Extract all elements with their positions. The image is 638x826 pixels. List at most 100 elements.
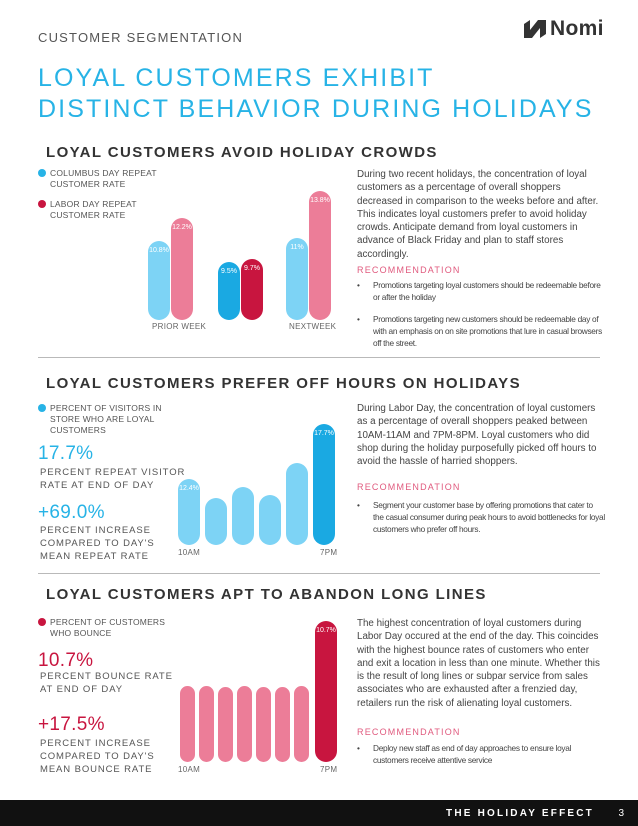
section-kicker: CUSTOMER SEGMENTATION <box>38 30 244 45</box>
page-headline: LOYAL CUSTOMERS EXHIBIT DISTINCT BEHAVIO… <box>38 63 593 125</box>
legend-label: PERCENT OF VISITORS IN <box>50 403 162 413</box>
chart-bar <box>218 687 233 762</box>
chart-bar <box>313 424 335 545</box>
section-1-bullet-2: • Promotions targeting new customers sho… <box>357 313 605 349</box>
legend-label: COLUMBUS DAY REPEAT <box>50 168 157 178</box>
stat-bounce-rate: 10.7% <box>38 650 94 671</box>
bar-value-label: 9.7% <box>244 264 260 272</box>
stat-label-line: PERCENT BOUNCE RATE <box>40 671 173 682</box>
bullet-marker: • <box>357 500 360 510</box>
headline-line-2: DISTINCT BEHAVIOR DURING HOLIDAYS <box>38 95 594 123</box>
stat-label-line: COMPARED TO DAY'S <box>40 751 155 762</box>
chart-bar <box>178 479 200 545</box>
stat-bounce-increase-label: PERCENT INCREASE COMPARED TO DAY'S MEAN … <box>40 737 155 776</box>
bar-value-label: 9.5% <box>221 268 237 276</box>
chart-bar <box>294 685 309 762</box>
section-3-bullet-1: • Deploy new staff as end of day approac… <box>357 742 605 766</box>
stat-label-line: COMPARED TO DAY'S <box>40 538 155 549</box>
section-1-recommendation-label: RECOMMENDATION <box>357 265 461 275</box>
legend-label: CUSTOMER RATE <box>50 210 126 220</box>
axis-label-prior-week: PRIOR WEEK <box>152 322 207 331</box>
section-2-body: During Labor Day, the concentration of l… <box>357 403 597 468</box>
bar-value-label: 10.7% <box>316 626 336 634</box>
axis-label-10am: 10AM <box>178 548 201 557</box>
chart-bar <box>286 462 308 545</box>
stat-label-line: MEAN REPEAT RATE <box>40 551 149 562</box>
chart-off-hours: 12.4% 17.7% <box>170 405 350 545</box>
chart-bar <box>256 687 271 762</box>
stat-bounce-rate-label: PERCENT BOUNCE RATE AT END OF DAY <box>40 670 173 696</box>
section-2-recommendation-label: RECOMMENDATION <box>357 482 461 492</box>
stat-label-line: MEAN BOUNCE RATE <box>40 764 153 775</box>
section-2-title: LOYAL CUSTOMERS PREFER OFF HOURS ON HOLI… <box>46 375 521 392</box>
bullet-text: Segment your customer base by offering p… <box>373 500 605 534</box>
legend-label: CUSTOMER RATE <box>50 179 126 189</box>
chart-bar <box>180 685 195 762</box>
legend-dot-blue <box>38 404 46 412</box>
chart-bar <box>275 687 290 762</box>
legend-label: STORE WHO ARE LOYAL CUSTOMERS <box>50 414 155 435</box>
stat-repeat-increase: +69.0% <box>38 502 105 523</box>
chart-bar <box>259 494 281 545</box>
stat-repeat-rate-label: PERCENT REPEAT VISITOR RATE AT END OF DA… <box>40 466 185 492</box>
chart-bar <box>148 240 170 320</box>
section-2-bullet-1: • Segment your customer base by offering… <box>357 499 605 535</box>
bullet-marker: • <box>357 314 360 324</box>
legend-dot-red <box>38 200 46 208</box>
chart-bounce: 10.7% <box>170 620 350 762</box>
chart-bar <box>171 217 193 320</box>
stat-label-line: PERCENT INCREASE <box>40 738 151 749</box>
stat-repeat-increase-label: PERCENT INCREASE COMPARED TO DAY'S MEAN … <box>40 524 155 563</box>
axis-label-next-week: NEXTWEEK <box>289 322 337 331</box>
chart-bar <box>232 487 254 545</box>
section-1-bullet-1: • Promotions targeting loyal customers s… <box>357 279 605 303</box>
stat-label-line: PERCENT REPEAT VISITOR <box>40 467 186 478</box>
chart-bar <box>286 237 308 320</box>
section-1-body: During two recent holidays, the concentr… <box>357 169 599 260</box>
legend-label: WHO BOUNCE <box>50 628 112 638</box>
bar-value-label: 12.4% <box>179 485 199 493</box>
chart-bar <box>218 262 240 320</box>
legend-dot-red <box>38 618 46 626</box>
bar-value-label: 10.8% <box>149 246 169 254</box>
footer-bar: THE HOLIDAY EFFECT 3 <box>0 800 638 826</box>
chart-bar <box>199 685 214 762</box>
chart-bar <box>315 620 337 762</box>
bullet-marker: • <box>357 743 360 753</box>
logo-text: Nomi <box>550 17 604 40</box>
page-number: 3 <box>618 808 624 819</box>
axis-label-10am: 10AM <box>178 765 201 774</box>
legend-label: PERCENT OF CUSTOMERS <box>50 617 166 627</box>
legend-dot-blue <box>38 169 46 177</box>
footer-title: THE HOLIDAY EFFECT <box>446 808 594 819</box>
axis-label-7pm: 7PM <box>320 548 338 557</box>
chart-bar <box>241 258 263 320</box>
legend-label: LABOR DAY REPEAT <box>50 199 137 209</box>
stat-repeat-rate: 17.7% <box>38 443 94 464</box>
section-divider <box>38 573 600 574</box>
bullet-text: Deploy new staff as end of day approache… <box>373 743 572 765</box>
section-divider <box>38 357 600 358</box>
section-1-title: LOYAL CUSTOMERS AVOID HOLIDAY CROWDS <box>46 144 438 161</box>
section-3-recommendation-label: RECOMMENDATION <box>357 727 461 737</box>
nomi-logo-icon <box>524 20 546 38</box>
stat-label-line: AT END OF DAY <box>40 684 123 695</box>
stat-label-line: RATE AT END OF DAY <box>40 480 155 491</box>
stat-label-line: PERCENT INCREASE <box>40 525 151 536</box>
bar-value-label: 11% <box>290 243 304 251</box>
chart-bar <box>205 497 227 545</box>
bar-value-label: 12.2% <box>172 223 192 231</box>
bar-value-label: 17.7% <box>314 430 334 438</box>
axis-label-7pm: 7PM <box>320 765 338 774</box>
headline-line-1: LOYAL CUSTOMERS EXHIBIT <box>38 64 435 92</box>
chart-holiday-crowds: 10.8% 12.2% 9.5% 9.7% 11% 13.8% <box>140 180 350 320</box>
chart-bar <box>309 191 331 320</box>
bar-value-label: 13.8% <box>310 197 330 205</box>
bullet-text: Promotions targeting new customers shoul… <box>373 314 602 348</box>
section-3-body: The highest concentration of loyal custo… <box>357 618 600 709</box>
nomi-logo: Nomi <box>522 16 622 44</box>
bullet-text: Promotions targeting loyal customers sho… <box>373 280 601 302</box>
bullet-marker: • <box>357 280 360 290</box>
chart-bar <box>237 685 252 762</box>
stat-bounce-increase: +17.5% <box>38 714 105 735</box>
